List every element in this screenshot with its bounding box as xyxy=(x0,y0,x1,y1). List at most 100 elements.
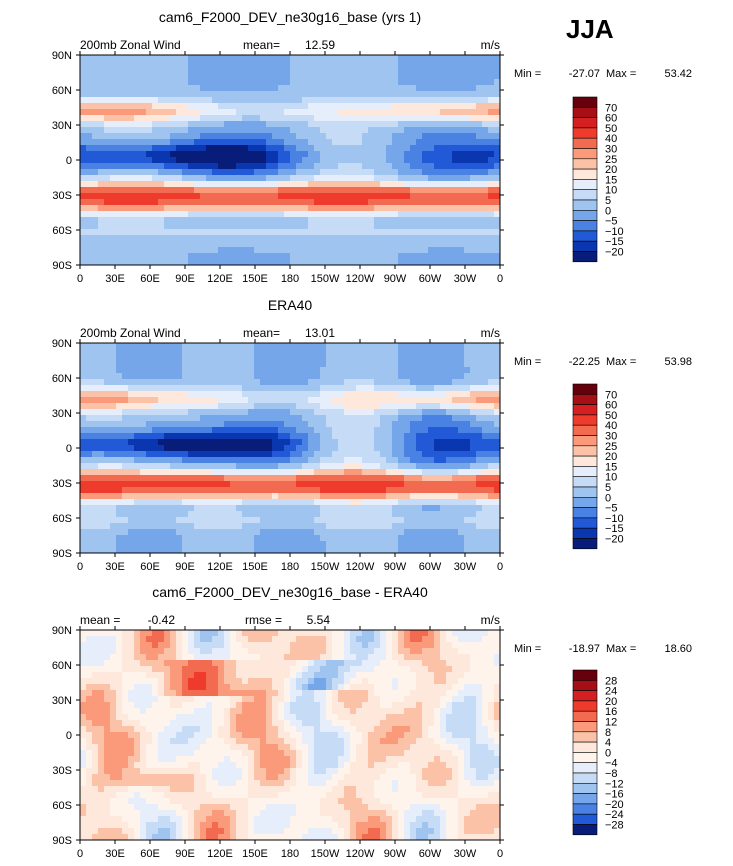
heatmap-cell xyxy=(242,103,249,110)
heatmap-cell xyxy=(128,427,135,434)
heatmap-cell xyxy=(134,415,141,422)
heatmap-cell xyxy=(386,535,393,542)
heatmap-cell xyxy=(482,415,489,422)
heatmap-cell xyxy=(482,79,489,86)
heatmap-cell xyxy=(368,541,375,548)
heatmap-cell xyxy=(476,85,483,92)
heatmap-cell xyxy=(80,97,87,104)
heatmap-cell xyxy=(134,475,141,482)
heatmap-cell xyxy=(422,343,429,350)
heatmap-cell xyxy=(122,499,129,506)
heatmap-cell xyxy=(320,151,327,158)
heatmap-cell xyxy=(212,355,219,362)
heatmap-cell xyxy=(380,205,387,212)
heatmap-cell xyxy=(86,403,93,410)
heatmap-cell xyxy=(302,109,309,116)
heatmap-cell xyxy=(176,535,183,542)
heatmap-cell xyxy=(392,487,399,494)
heatmap-cell xyxy=(128,475,135,482)
heatmap-cell xyxy=(80,499,87,506)
heatmap-cell xyxy=(386,499,393,506)
heatmap-cell xyxy=(338,211,345,218)
heatmap-cell xyxy=(494,409,501,416)
heatmap-cell xyxy=(326,211,333,218)
heatmap-cell xyxy=(242,235,249,242)
heatmap-cell xyxy=(236,55,243,62)
heatmap-cell xyxy=(170,127,177,134)
heatmap-cell xyxy=(362,199,369,206)
heatmap-cell xyxy=(86,397,93,404)
heatmap-cell xyxy=(92,487,99,494)
heatmap-cell xyxy=(140,487,147,494)
heatmap-cell xyxy=(152,349,159,356)
heatmap-cell xyxy=(440,391,447,398)
heatmap-cell xyxy=(164,367,171,374)
heatmap-cell xyxy=(362,61,369,68)
heatmap-cell xyxy=(260,361,267,368)
heatmap-cell xyxy=(152,151,159,158)
heatmap-cell xyxy=(116,397,123,404)
heatmap-cell xyxy=(110,547,117,554)
heatmap-cell xyxy=(356,259,363,266)
heatmap-cell xyxy=(92,403,99,410)
heatmap-cell xyxy=(308,223,315,230)
heatmap-cell xyxy=(290,355,297,362)
heatmap-cell xyxy=(140,493,147,500)
heatmap-cell xyxy=(116,457,123,464)
heatmap-cell xyxy=(440,163,447,170)
heatmap-cell xyxy=(326,223,333,230)
heatmap-cell xyxy=(392,235,399,242)
heatmap-cell xyxy=(212,547,219,554)
heatmap-cell xyxy=(224,367,231,374)
heatmap-cell xyxy=(374,535,381,542)
heatmap-cell xyxy=(416,121,423,128)
heatmap-cell xyxy=(116,169,123,176)
heatmap-cell xyxy=(398,73,405,80)
heatmap-cell xyxy=(458,415,465,422)
heatmap-cell xyxy=(392,547,399,554)
heatmap-cell xyxy=(398,157,405,164)
heatmap-cell xyxy=(110,229,117,236)
heatmap-cell xyxy=(158,457,165,464)
heatmap-cell xyxy=(428,247,435,254)
heatmap-cell xyxy=(452,493,459,500)
heatmap-cell xyxy=(176,385,183,392)
heatmap-cell xyxy=(242,181,249,188)
heatmap-cell xyxy=(110,421,117,428)
heatmap-cell xyxy=(158,475,165,482)
heatmap-cell xyxy=(290,79,297,86)
heatmap-cell xyxy=(80,61,87,68)
heatmap-cell xyxy=(182,193,189,200)
heatmap-cell xyxy=(440,457,447,464)
heatmap-cell xyxy=(482,355,489,362)
heatmap-cell xyxy=(380,253,387,260)
heatmap-cell xyxy=(326,451,333,458)
heatmap-cell xyxy=(80,145,87,152)
x-tick-label: 150E xyxy=(242,273,268,285)
heatmap-cell xyxy=(386,421,393,428)
heatmap-cell xyxy=(392,127,399,134)
heatmap-cell xyxy=(488,361,495,368)
heatmap-cell xyxy=(326,415,333,422)
heatmap-cell xyxy=(398,403,405,410)
heatmap-cell xyxy=(230,205,237,212)
heatmap-cell xyxy=(476,109,483,116)
heatmap-cell xyxy=(308,409,315,416)
heatmap-cell xyxy=(422,205,429,212)
heatmap-cell xyxy=(458,457,465,464)
heatmap-cell xyxy=(236,157,243,164)
heatmap-cell xyxy=(98,535,105,542)
heatmap-cell xyxy=(140,469,147,476)
heatmap-cell xyxy=(284,259,291,266)
heatmap-cell xyxy=(170,247,177,254)
heatmap-cell xyxy=(290,145,297,152)
heatmap-cell xyxy=(254,211,261,218)
heatmap-cell xyxy=(266,241,273,248)
heatmap-cell xyxy=(422,55,429,62)
heatmap-cell xyxy=(344,73,351,80)
heatmap-cell xyxy=(266,361,273,368)
heatmap-cell xyxy=(362,439,369,446)
heatmap-cell xyxy=(464,427,471,434)
heatmap-cell xyxy=(152,427,159,434)
heatmap-cell xyxy=(488,253,495,260)
